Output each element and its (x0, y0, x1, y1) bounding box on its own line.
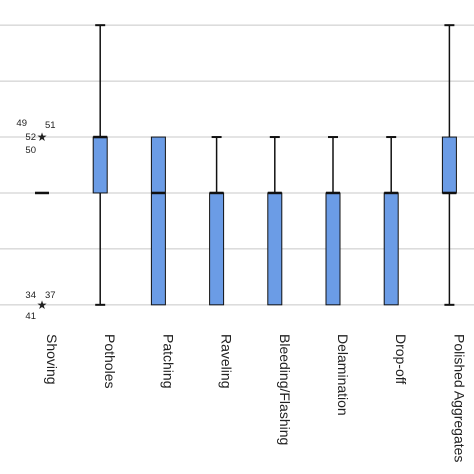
outlier-star: ★ (37, 130, 48, 144)
outlier-label: 51 (45, 120, 56, 131)
x-tick-label: Drop-off (393, 334, 409, 384)
box-drop-off (383, 192, 399, 306)
x-tick-label: Bleeding/Flashing (277, 334, 293, 445)
gridlines (0, 24, 474, 306)
box-polished-aggregates (441, 136, 457, 194)
x-tick-label: Potholes (102, 334, 118, 388)
outlier-label: 49 (16, 118, 27, 129)
outlier-star: ★ (37, 298, 48, 312)
x-tick-label: Delamination (335, 334, 351, 416)
x-tick-label: Polished Aggregates (451, 334, 467, 462)
outlier-label: 50 (25, 145, 36, 156)
whiskers (95, 24, 455, 306)
box-patching (150, 136, 166, 306)
outlier-label: 52 (25, 132, 36, 143)
outlier-label: 41 (25, 311, 36, 322)
x-tick-labels: Shoving Potholes Patching Raveling Bleeding/… (44, 334, 467, 462)
outlier-label: 37 (45, 290, 56, 301)
x-tick-label: Raveling (219, 334, 235, 388)
box-bleeding-flashing (267, 192, 283, 306)
x-tick-label: Shoving (44, 334, 60, 385)
boxes (35, 135, 457, 306)
outlier-label: 34 (25, 290, 36, 301)
box-delamination (325, 192, 341, 306)
box-raveling (209, 192, 225, 306)
x-tick-label: Patching (160, 334, 176, 388)
box-potholes (92, 136, 108, 194)
